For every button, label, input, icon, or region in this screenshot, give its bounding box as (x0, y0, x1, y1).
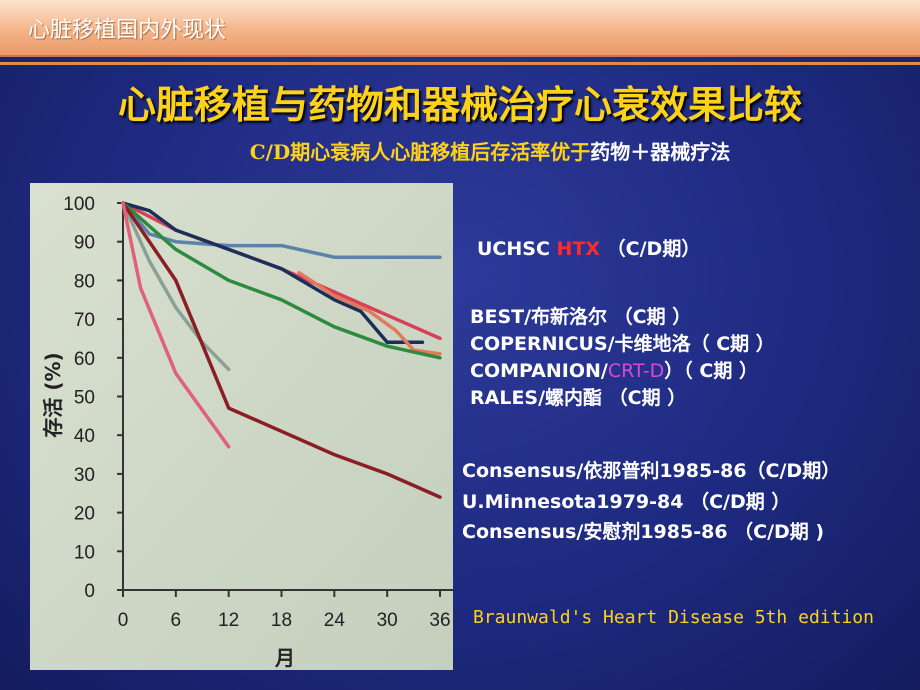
x-tick-label: 0 (118, 610, 129, 631)
series-line-3 (121, 201, 425, 345)
y-axis-label: 存活 (%) (41, 352, 65, 437)
series-line-1 (121, 201, 442, 259)
x-tick-label: 24 (324, 610, 346, 631)
subtitle-part1: C/D期心衰病人心脏移植后存活率优于 (249, 140, 591, 164)
y-tick-label: 10 (74, 542, 95, 563)
survival-chart: 0 10 20 30 40 50 60 70 80 90 100 0 6 12 18 24 30 36 月 存活… (30, 183, 453, 670)
source-citation: Braunwald's Heart Disease 5th edition (473, 607, 874, 628)
legend-htx-stage: （C/D期） (600, 238, 701, 260)
legend-consensus-placebo: Consensus/安慰剂1985-86 （C/D期 ) (462, 521, 825, 543)
legend-htx-name: UCHSC (477, 238, 557, 260)
subtitle: C/D期心衰病人心脏移植后存活率优于药物＋器械疗法 (0, 136, 920, 165)
legend-companion: COMPANION/CRT-D）（ C期 ） (470, 356, 758, 383)
legend-htx: UCHSC HTX （C/D期） (477, 234, 700, 261)
y-tick-label: 90 (74, 233, 95, 254)
legend-companion-stage: ）（ C期 ） (664, 360, 758, 382)
subtitle-part2: 药物＋器械疗法 (590, 140, 731, 164)
series-line-7 (121, 201, 442, 499)
y-tick-label: 30 (74, 465, 95, 486)
legend-copernicus: COPERNICUS/卡维地洛（ C期 ） (470, 333, 775, 355)
x-tick-label: 6 (171, 610, 182, 631)
y-tick-label: 50 (74, 388, 95, 409)
legend-htx-label: HTX (556, 238, 601, 260)
series-line-4 (297, 270, 442, 356)
x-tick-label: 12 (218, 610, 239, 631)
y-tick-label: 80 (74, 271, 95, 292)
survival-chart-svg: 0 10 20 30 40 50 60 70 80 90 100 0 6 12 18 24 30 36 月 存活… (30, 183, 453, 670)
accent-divider (0, 62, 920, 65)
main-title: 心脏移植与药物和器械治疗心衰效果比较 (117, 83, 802, 127)
y-tick-label: 100 (63, 194, 95, 215)
y-tick-label: 70 (74, 310, 95, 331)
x-tick-label: 36 (429, 610, 450, 631)
legend-minnesota: U.Minnesota1979-84 （C/D期 ） (462, 491, 791, 513)
legend-consensus-enalapril: Consensus/依那普利1985-86（C/D期） (462, 460, 841, 482)
x-axis-label: 月 (274, 646, 295, 670)
legend-crtd: CRT-D (607, 360, 665, 382)
chart-paper (30, 183, 453, 670)
legend-best: BEST/布新洛尔 （C期 ） (470, 306, 692, 328)
y-tick-label: 40 (74, 426, 95, 447)
series-line-6 (121, 201, 231, 372)
y-tick-label: 60 (74, 349, 95, 370)
header-title: 心脏移植国内外现状 (28, 18, 227, 43)
x-tick-label: 30 (377, 610, 398, 631)
x-tick-label: 18 (271, 610, 292, 631)
series-line-8 (121, 201, 231, 449)
header-bar (0, 0, 920, 57)
series-line-5 (121, 201, 442, 360)
legend-rales: RALES/螺内酯 （C期 ） (470, 387, 687, 409)
y-tick-label: 0 (84, 581, 95, 602)
legend-companion-name: COMPANION/ (470, 360, 608, 382)
y-tick-label: 20 (74, 504, 95, 525)
